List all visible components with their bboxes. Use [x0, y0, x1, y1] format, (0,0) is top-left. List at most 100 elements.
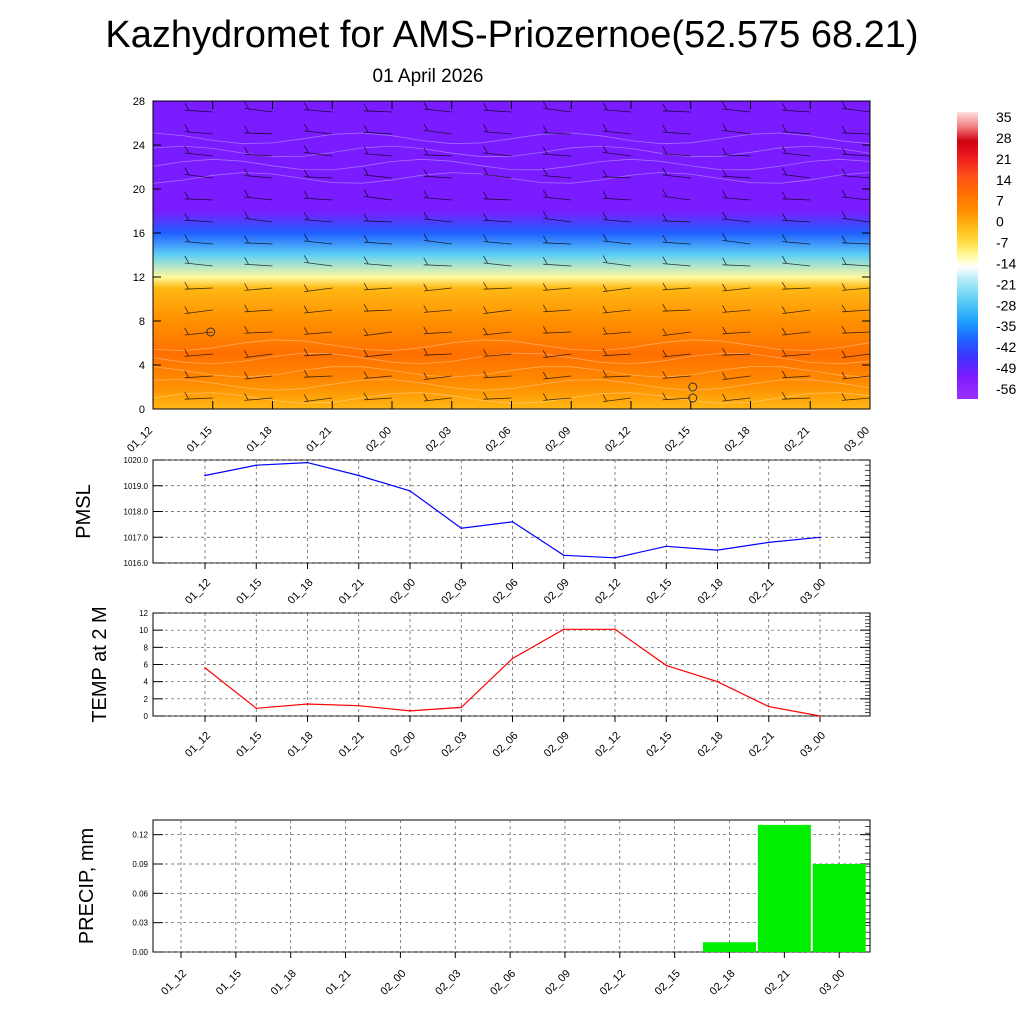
- wind-barb: [483, 213, 512, 223]
- wind-barb: [244, 371, 273, 380]
- wind-barb: [244, 283, 273, 291]
- wind-barb: [542, 101, 572, 113]
- wind-barb: [153, 398, 154, 399]
- wind-barb: [542, 125, 572, 135]
- wind-barb: [423, 326, 452, 335]
- wind-barb: [542, 393, 572, 401]
- y-tick-label: 4: [139, 360, 145, 372]
- wind-barb: [662, 213, 691, 223]
- y-tick-label: 12: [139, 609, 148, 618]
- x-tick-label: 01_12: [183, 730, 213, 760]
- x-tick-label: 01_15: [214, 968, 244, 998]
- wind-barb: [483, 124, 512, 135]
- colorbar-label: -21: [996, 276, 1016, 292]
- wind-barb: [602, 394, 632, 402]
- contour-line: [153, 366, 870, 378]
- data-point: [306, 703, 309, 705]
- data-point: [716, 680, 719, 683]
- wind-barb: [781, 306, 811, 314]
- y-tick-label: 1018.0: [124, 508, 149, 517]
- data-point: [306, 461, 309, 464]
- wind-barb: [722, 372, 751, 380]
- x-tick-label: 01_12: [159, 968, 189, 998]
- colorbar-label: -14: [996, 255, 1016, 271]
- wind-barb: [722, 305, 751, 313]
- data-point: [767, 705, 770, 708]
- wind-barb: [483, 191, 512, 201]
- wind-barb: [602, 191, 632, 201]
- chart-subtitle: 01 April 2026: [372, 66, 484, 87]
- wind-barb: [153, 221, 154, 222]
- wind-barb: [363, 256, 393, 267]
- y-tick-label: 1017.0: [124, 533, 149, 542]
- colorbar-label: 35: [996, 109, 1012, 125]
- y-tick-label: 0.03: [132, 919, 148, 928]
- wind-barb: [602, 255, 632, 267]
- wind-barb: [781, 234, 811, 245]
- y-tick-label: 12: [133, 272, 145, 284]
- wind-barb: [423, 123, 452, 135]
- colorbar-label: -42: [996, 339, 1016, 355]
- wind-barb: [781, 145, 811, 157]
- wind-barb: [841, 235, 870, 245]
- x-tick-label: 02_09: [542, 577, 572, 607]
- wind-barb: [841, 350, 870, 358]
- precip-chart: 0.00 0.03 0.06 0.09 0.12 01_12 01_15 01_18 01_21…: [76, 819, 871, 998]
- temperature-wind-profile-chart: 0 4 8 12 16 20 24 28 01_12 01_15 01_18 01_21 02_00 02…: [125, 96, 872, 455]
- wind-barb: [423, 233, 452, 245]
- wind-barb: [841, 257, 870, 267]
- wind-barb: [722, 211, 751, 223]
- x-tick-label: 02_03: [433, 968, 463, 998]
- wind-barb: [542, 257, 572, 267]
- wind-barb: [363, 146, 393, 157]
- y-tick-label: 1016.0: [124, 559, 149, 568]
- data-point: [819, 715, 821, 717]
- data-point: [511, 521, 514, 523]
- wind-barb: [363, 189, 393, 201]
- data-point: [665, 545, 668, 548]
- wind-barb: [542, 326, 572, 334]
- wind-barb: [184, 370, 213, 379]
- wind-barb: [662, 256, 691, 267]
- wind-barb: [153, 376, 154, 377]
- y-tick-label: 0: [144, 712, 149, 721]
- wind-barb: [542, 211, 572, 223]
- wind-barb: [303, 123, 333, 135]
- data-point: [204, 667, 206, 669]
- data-point: [819, 536, 821, 539]
- wind-barb: [153, 354, 154, 355]
- data-point: [409, 710, 411, 712]
- temp2m-chart: 0 2 4 6 8 10 12 01_12 01_15 01_18 01_21 02_00 02_03 0…: [89, 606, 871, 760]
- y-tick-label: 28: [133, 96, 145, 108]
- wind-barb: [662, 328, 691, 336]
- x-tick-label: 02_00: [364, 425, 394, 455]
- wind-barb: [841, 326, 870, 334]
- wind-barb: [184, 255, 213, 267]
- data-point: [357, 704, 360, 707]
- x-tick-label: 02_12: [603, 425, 633, 455]
- colorbar-label: -56: [996, 381, 1016, 397]
- x-tick-label: 02_12: [593, 730, 623, 760]
- x-tick-label: 02_06: [488, 968, 518, 998]
- wind-barb: [244, 393, 273, 401]
- wind-barb: [303, 327, 333, 335]
- wind-barb: [722, 123, 751, 135]
- wind-barb: [184, 234, 213, 245]
- wind-barb: [153, 288, 154, 289]
- wind-barb: [602, 327, 632, 335]
- y-tick-label: 0.06: [132, 889, 148, 898]
- data-point: [562, 628, 565, 631]
- contour-line: [153, 158, 870, 171]
- wind-barb: [542, 235, 572, 245]
- wind-barb: [483, 282, 512, 290]
- wind-barb: [244, 350, 273, 358]
- data-point: [460, 527, 463, 530]
- wind-barb: [602, 145, 632, 157]
- wind-barb: [184, 282, 213, 290]
- colorbar-label: -7: [996, 235, 1009, 251]
- y-tick-label: 1020.0: [124, 456, 149, 465]
- wind-barb: [153, 177, 154, 178]
- wind-barb: [184, 124, 213, 135]
- x-tick-label: 01_18: [269, 968, 299, 998]
- wind-barb: [244, 101, 273, 113]
